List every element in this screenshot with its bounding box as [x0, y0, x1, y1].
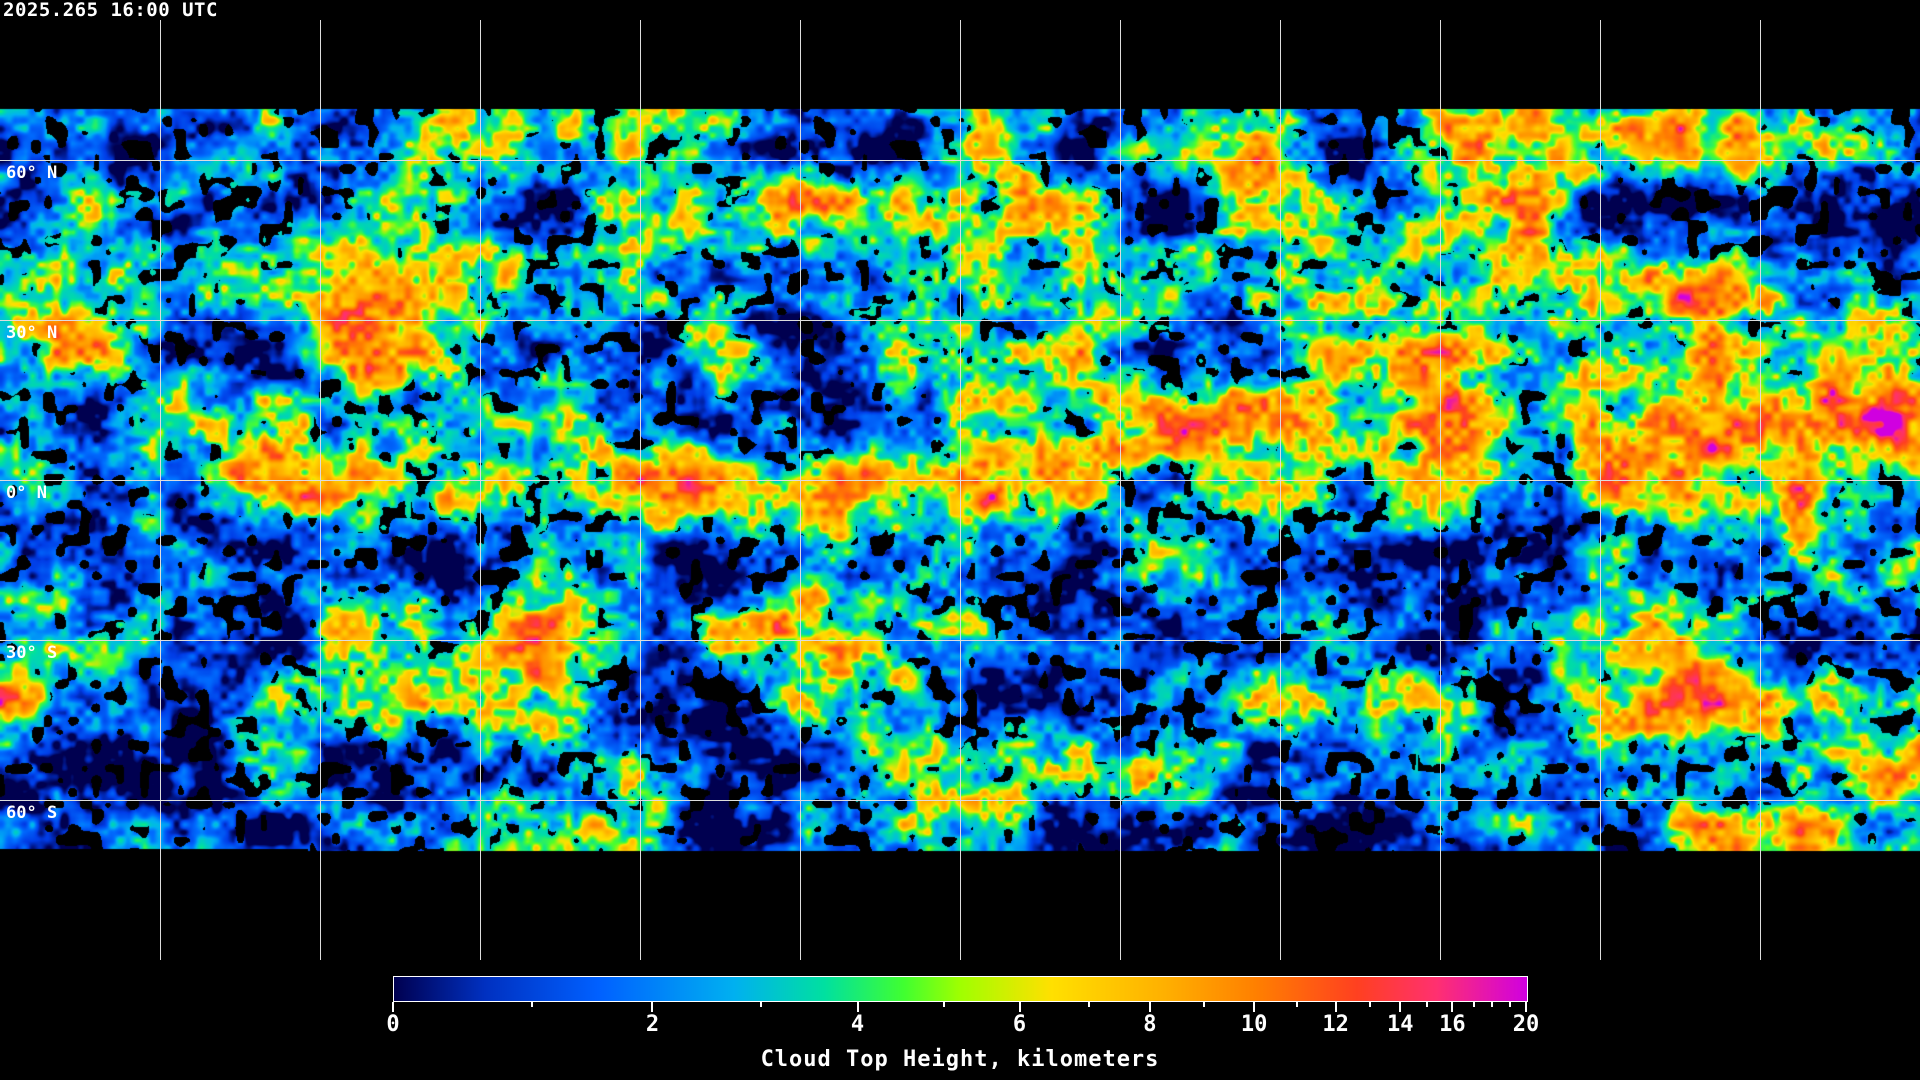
lat-label-60n: 60° N — [6, 163, 58, 183]
meridian-line — [480, 20, 481, 960]
lat-label-30s: 30° S — [6, 643, 58, 663]
parallel-line — [0, 800, 1920, 801]
colorbar-tick-label: 16 — [1439, 1012, 1466, 1037]
colorbar-major-tick — [1148, 1002, 1151, 1012]
colorbar-major-tick — [1399, 1002, 1402, 1012]
colorbar-minor-tick — [1203, 1002, 1206, 1007]
colorbar-minor-tick — [760, 1002, 763, 1007]
colorbar-minor-tick — [1509, 1002, 1512, 1007]
colorbar-tick-label: 0 — [386, 1012, 400, 1037]
meridian-line — [1760, 20, 1761, 960]
colorbar-major-tick — [1253, 1002, 1256, 1012]
colorbar-major-tick — [1525, 1002, 1527, 1012]
parallel-line — [0, 320, 1920, 321]
colorbar-major-tick — [651, 1002, 654, 1012]
meridian-line — [320, 20, 321, 960]
meridian-line — [1600, 20, 1601, 960]
colorbar-minor-tick — [1491, 1002, 1493, 1007]
colorbar-major-tick — [392, 1002, 394, 1012]
colorbar-minor-tick — [1426, 1002, 1429, 1007]
colorbar-major-tick — [856, 1002, 859, 1012]
colorbar-major-tick — [1334, 1002, 1337, 1012]
colorbar-minor-tick — [1087, 1002, 1090, 1007]
meridian-line — [1280, 20, 1281, 960]
lat-label-30n: 30° N — [6, 323, 58, 343]
lat-label-60s: 60° S — [6, 803, 58, 823]
colorbar-tick-label: 12 — [1322, 1012, 1349, 1037]
meridian-line — [160, 20, 161, 960]
colorbar-minor-tick — [1296, 1002, 1299, 1007]
colorbar-minor-tick — [1472, 1002, 1475, 1007]
colorbar-title: Cloud Top Height, kilometers — [760, 1047, 1160, 1072]
meridian-line — [640, 20, 641, 960]
colorbar-tick-label: 10 — [1240, 1012, 1268, 1037]
timestamp-title: 2025.265 16:00 UTC — [3, 0, 218, 21]
meridian-line — [800, 20, 801, 960]
colorbar-tick-label: 4 — [850, 1012, 865, 1037]
colorbar-major-tick — [1018, 1002, 1021, 1012]
colorbar-major-tick — [1451, 1002, 1454, 1012]
colorbar-tick-label: 6 — [1012, 1012, 1027, 1037]
parallel-line — [0, 480, 1920, 481]
colorbar-minor-tick — [1368, 1002, 1371, 1007]
colorbar-tick-label: 14 — [1386, 1012, 1414, 1037]
colorbar-minor-tick — [531, 1002, 534, 1007]
colorbar-tick-label: 2 — [645, 1012, 660, 1037]
colorbar-minor-tick — [942, 1002, 945, 1007]
parallel-line — [0, 160, 1920, 161]
meridian-line — [1120, 20, 1121, 960]
parallel-line — [0, 640, 1920, 641]
colorbar-tick-label: 8 — [1143, 1012, 1157, 1037]
meridian-line — [960, 20, 961, 960]
meridian-line — [1440, 20, 1441, 960]
colorbar-tick-label: 20 — [1512, 1012, 1540, 1037]
colorbar — [393, 976, 1528, 1002]
lat-label-0: 0° N — [6, 483, 47, 503]
